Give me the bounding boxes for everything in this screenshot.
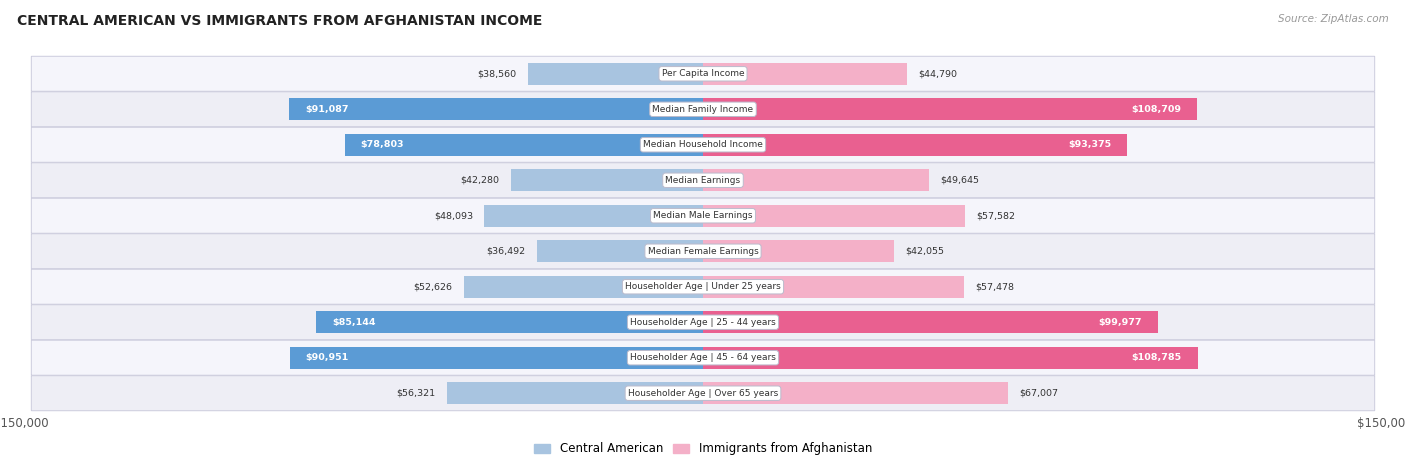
Text: Median Male Earnings: Median Male Earnings [654,211,752,220]
Text: Per Capita Income: Per Capita Income [662,69,744,78]
Text: Median Household Income: Median Household Income [643,140,763,149]
Text: $99,977: $99,977 [1098,318,1142,327]
Text: Median Earnings: Median Earnings [665,176,741,185]
FancyBboxPatch shape [31,92,1375,127]
Text: $49,645: $49,645 [941,176,979,185]
Text: $108,785: $108,785 [1132,353,1181,362]
Text: $108,709: $108,709 [1132,105,1181,114]
FancyBboxPatch shape [31,376,1375,410]
Bar [510,169,703,191]
Text: $48,093: $48,093 [434,211,472,220]
Bar [703,311,1157,333]
Text: $93,375: $93,375 [1069,140,1112,149]
Bar [703,169,929,191]
Text: Source: ZipAtlas.com: Source: ZipAtlas.com [1278,14,1389,24]
Text: $36,492: $36,492 [486,247,526,256]
Bar [703,98,1197,120]
FancyBboxPatch shape [31,234,1375,269]
Text: $38,560: $38,560 [477,69,516,78]
Legend: Central American, Immigrants from Afghanistan: Central American, Immigrants from Afghan… [529,438,877,460]
Text: Householder Age | 45 - 64 years: Householder Age | 45 - 64 years [630,353,776,362]
Text: Median Family Income: Median Family Income [652,105,754,114]
FancyBboxPatch shape [31,305,1375,340]
Text: $78,803: $78,803 [361,140,404,149]
Text: Householder Age | Over 65 years: Householder Age | Over 65 years [628,389,778,398]
Bar [703,205,965,227]
Text: $85,144: $85,144 [332,318,375,327]
Bar [344,134,703,156]
Text: CENTRAL AMERICAN VS IMMIGRANTS FROM AFGHANISTAN INCOME: CENTRAL AMERICAN VS IMMIGRANTS FROM AFGH… [17,14,543,28]
Bar [484,205,703,227]
Bar [316,311,703,333]
Text: $91,087: $91,087 [305,105,349,114]
Text: $90,951: $90,951 [305,353,349,362]
FancyBboxPatch shape [31,269,1375,304]
Bar [288,98,703,120]
FancyBboxPatch shape [31,57,1375,91]
Bar [703,276,965,298]
Text: Median Female Earnings: Median Female Earnings [648,247,758,256]
FancyBboxPatch shape [31,127,1375,162]
Bar [447,382,703,404]
Text: Householder Age | 25 - 44 years: Householder Age | 25 - 44 years [630,318,776,327]
Text: $42,280: $42,280 [460,176,499,185]
Bar [290,347,703,369]
Text: $42,055: $42,055 [905,247,945,256]
Text: $57,478: $57,478 [976,282,1015,291]
Bar [703,240,894,262]
FancyBboxPatch shape [31,340,1375,375]
Text: $56,321: $56,321 [396,389,436,398]
Text: $57,582: $57,582 [976,211,1015,220]
Text: $44,790: $44,790 [918,69,957,78]
Bar [703,347,1198,369]
FancyBboxPatch shape [31,198,1375,233]
Bar [527,63,703,85]
Text: $52,626: $52,626 [413,282,453,291]
Bar [464,276,703,298]
Text: $67,007: $67,007 [1019,389,1057,398]
Bar [537,240,703,262]
Bar [703,382,1008,404]
Text: Householder Age | Under 25 years: Householder Age | Under 25 years [626,282,780,291]
FancyBboxPatch shape [31,163,1375,198]
Bar [703,134,1128,156]
Bar [703,63,907,85]
